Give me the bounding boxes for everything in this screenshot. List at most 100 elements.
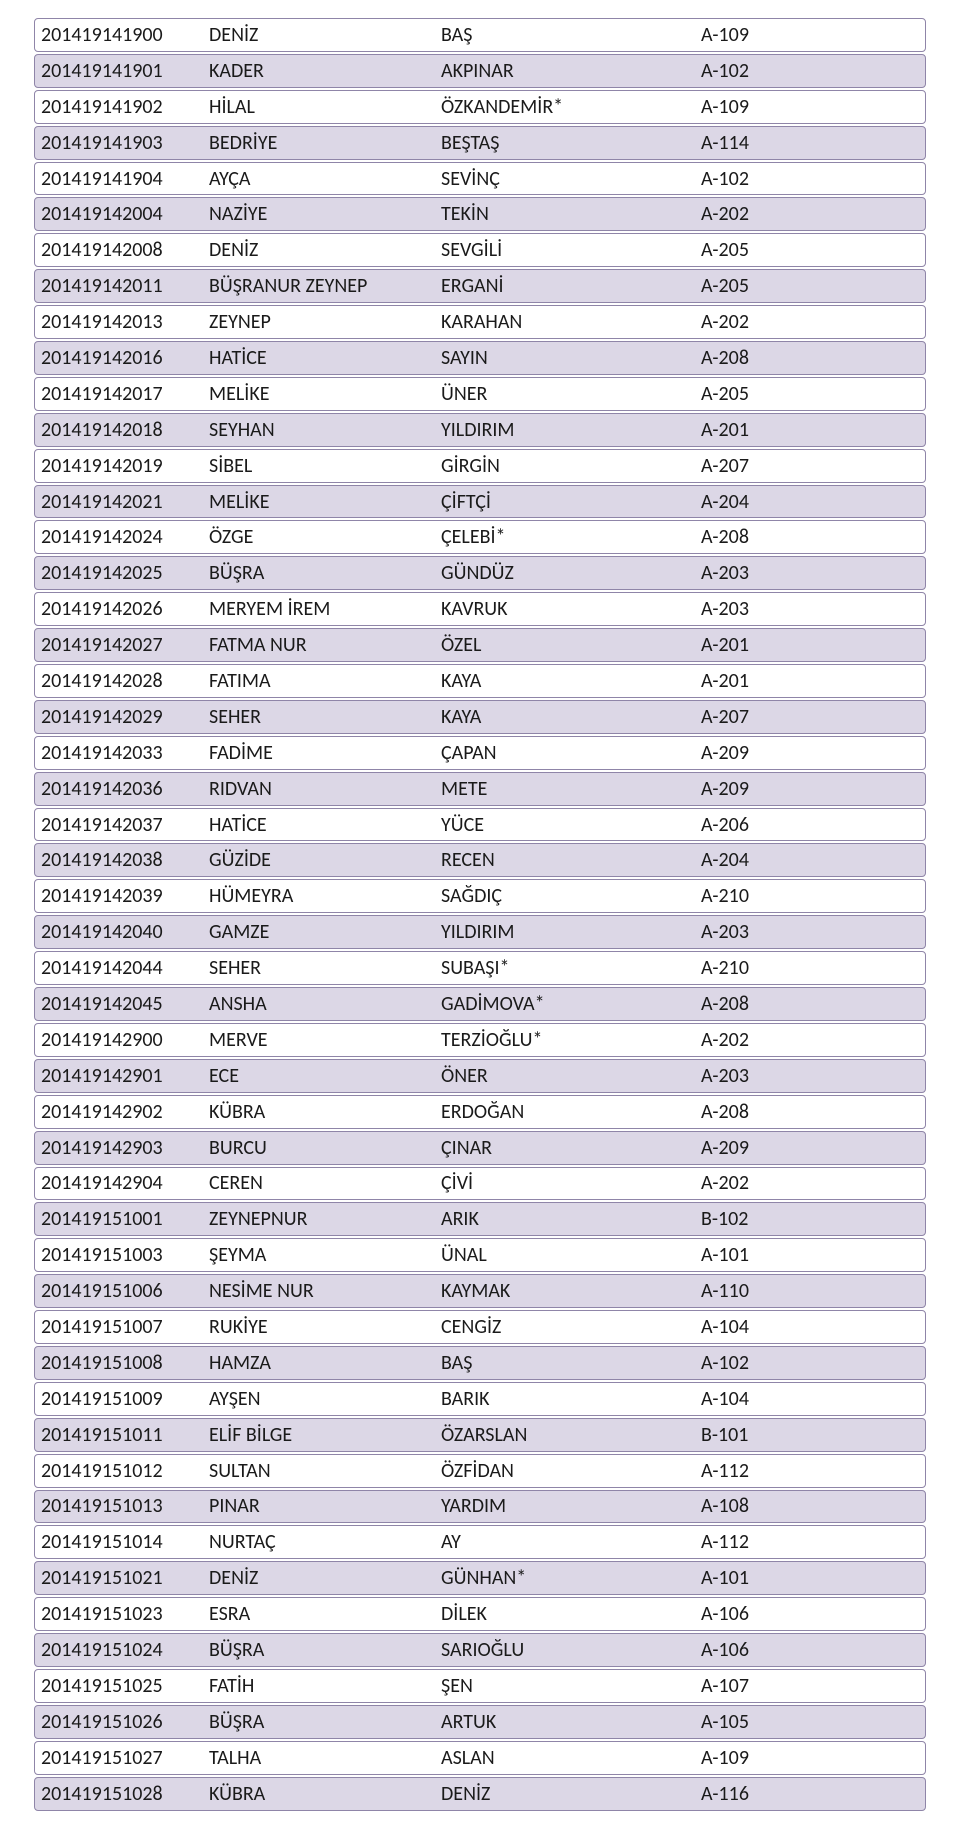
cell-code: A-106 xyxy=(701,1602,917,1626)
table-row: 201419151023ESRADİLEKA-106 xyxy=(34,1597,926,1631)
cell-last: ÖZARSLAN xyxy=(441,1423,701,1447)
cell-last: YILDIRIM xyxy=(441,920,701,944)
cell-id: 201419141902 xyxy=(41,95,209,119)
cell-first: BÜŞRANUR ZEYNEP xyxy=(209,274,441,298)
cell-first: FATMA NUR xyxy=(209,633,441,657)
cell-id: 201419142019 xyxy=(41,454,209,478)
cell-id: 201419142904 xyxy=(41,1171,209,1195)
cell-first: ZEYNEPNUR xyxy=(209,1207,441,1231)
cell-first: AYŞEN xyxy=(209,1387,441,1411)
table-row: 201419151012SULTANÖZFİDANA-112 xyxy=(34,1454,926,1488)
cell-code: A-106 xyxy=(701,1638,917,1662)
table-row: 201419142019SİBELGİRGİNA-207 xyxy=(34,449,926,483)
cell-last: SUBAŞI* xyxy=(441,956,701,980)
cell-last: ERGANİ xyxy=(441,274,701,298)
cell-code: A-101 xyxy=(701,1243,917,1267)
table-row: 201419142008DENİZSEVGİLİA-205 xyxy=(34,233,926,267)
cell-id: 201419141900 xyxy=(41,23,209,47)
cell-first: NAZİYE xyxy=(209,202,441,226)
table-row: 201419142900MERVETERZİOĞLU*A-202 xyxy=(34,1023,926,1057)
cell-first: FADİME xyxy=(209,741,441,765)
cell-last: ÖNER xyxy=(441,1064,701,1088)
cell-last: KAVRUK xyxy=(441,597,701,621)
table-row: 201419151013PINARYARDIMA-108 xyxy=(34,1490,926,1524)
table-row: 201419142044SEHERSUBAŞI*A-210 xyxy=(34,951,926,985)
cell-last: CENGİZ xyxy=(441,1315,701,1339)
cell-last: ÜNER xyxy=(441,382,701,406)
cell-last: ERDOĞAN xyxy=(441,1100,701,1124)
cell-first: HAMZA xyxy=(209,1351,441,1375)
cell-last: GÜNDÜZ xyxy=(441,561,701,585)
table-row: 201419142026MERYEM İREMKAVRUKA-203 xyxy=(34,592,926,626)
table-row: 201419151011ELİF BİLGEÖZARSLANB-101 xyxy=(34,1418,926,1452)
table-row: 201419142011BÜŞRANUR ZEYNEPERGANİA-205 xyxy=(34,269,926,303)
cell-code: A-209 xyxy=(701,1136,917,1160)
cell-last: ÇİVİ xyxy=(441,1171,701,1195)
table-row: 201419142033FADİMEÇAPANA-209 xyxy=(34,736,926,770)
cell-first: SİBEL xyxy=(209,454,441,478)
cell-code: A-102 xyxy=(701,1351,917,1375)
table-row: 201419142038GÜZİDERECENA-204 xyxy=(34,843,926,877)
cell-last: ÖZKANDEMİR* xyxy=(441,95,701,119)
cell-code: A-102 xyxy=(701,167,917,191)
table-row: 201419142024ÖZGEÇELEBİ*A-208 xyxy=(34,520,926,554)
cell-id: 201419151007 xyxy=(41,1315,209,1339)
table-row: 201419151027TALHAASLANA-109 xyxy=(34,1741,926,1775)
cell-code: A-210 xyxy=(701,956,917,980)
cell-code: B-101 xyxy=(701,1423,917,1447)
cell-code: A-206 xyxy=(701,813,917,837)
cell-id: 201419142040 xyxy=(41,920,209,944)
cell-first: BEDRİYE xyxy=(209,131,441,155)
table-row: 201419151003ŞEYMAÜNALA-101 xyxy=(34,1238,926,1272)
cell-id: 201419142903 xyxy=(41,1136,209,1160)
table-row: 201419142028FATIMAKAYAA-201 xyxy=(34,664,926,698)
cell-id: 201419141903 xyxy=(41,131,209,155)
cell-id: 201419151021 xyxy=(41,1566,209,1590)
table-row: 201419142040GAMZEYILDIRIMA-203 xyxy=(34,915,926,949)
table-row: 201419141901KADERAKPINARA-102 xyxy=(34,54,926,88)
cell-last: KAYMAK xyxy=(441,1279,701,1303)
cell-last: AKPINAR xyxy=(441,59,701,83)
cell-code: A-208 xyxy=(701,1100,917,1124)
cell-code: A-110 xyxy=(701,1279,917,1303)
cell-code: A-203 xyxy=(701,1064,917,1088)
cell-last: ÇAPAN xyxy=(441,741,701,765)
cell-first: HİLAL xyxy=(209,95,441,119)
cell-code: A-201 xyxy=(701,633,917,657)
cell-code: A-207 xyxy=(701,705,917,729)
cell-first: ANSHA xyxy=(209,992,441,1016)
table-row: 201419142901ECEÖNERA-203 xyxy=(34,1059,926,1093)
table-row: 201419142018SEYHANYILDIRIMA-201 xyxy=(34,413,926,447)
table-row: 201419142039HÜMEYRASAĞDIÇA-210 xyxy=(34,879,926,913)
cell-id: 201419141904 xyxy=(41,167,209,191)
cell-id: 201419151009 xyxy=(41,1387,209,1411)
cell-id: 201419142024 xyxy=(41,525,209,549)
cell-first: BÜŞRA xyxy=(209,1638,441,1662)
cell-id: 201419151012 xyxy=(41,1459,209,1483)
cell-last: ARIK xyxy=(441,1207,701,1231)
table-row: 201419142037HATİCEYÜCEA-206 xyxy=(34,808,926,842)
cell-id: 201419142044 xyxy=(41,956,209,980)
cell-first: TALHA xyxy=(209,1746,441,1770)
cell-last: KAYA xyxy=(441,705,701,729)
cell-last: ARTUK xyxy=(441,1710,701,1734)
cell-last: ÜNAL xyxy=(441,1243,701,1267)
table-row: 201419151009AYŞENBARIKA-104 xyxy=(34,1382,926,1416)
cell-id: 201419142036 xyxy=(41,777,209,801)
cell-last: KAYA xyxy=(441,669,701,693)
cell-first: NESİME NUR xyxy=(209,1279,441,1303)
cell-last: BAŞ xyxy=(441,23,701,47)
cell-code: A-109 xyxy=(701,95,917,119)
cell-last: METE xyxy=(441,777,701,801)
cell-id: 201419142039 xyxy=(41,884,209,908)
cell-first: BÜŞRA xyxy=(209,561,441,585)
cell-last: AY xyxy=(441,1530,701,1554)
table-row: 201419151008HAMZABAŞA-102 xyxy=(34,1346,926,1380)
cell-first: KADER xyxy=(209,59,441,83)
cell-id: 201419142018 xyxy=(41,418,209,442)
cell-last: ÇELEBİ* xyxy=(441,525,701,549)
cell-first: HÜMEYRA xyxy=(209,884,441,908)
cell-first: KÜBRA xyxy=(209,1782,441,1806)
cell-last: TEKİN xyxy=(441,202,701,226)
cell-id: 201419142004 xyxy=(41,202,209,226)
